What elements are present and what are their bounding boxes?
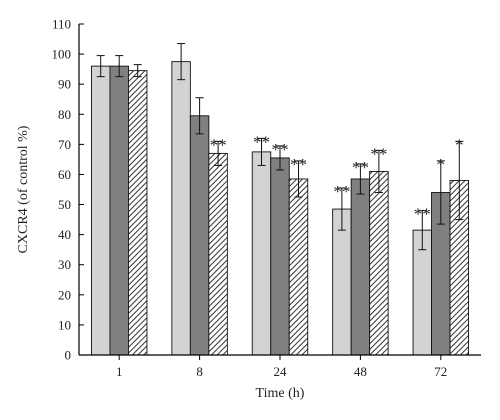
x-tick-label: 8	[196, 364, 203, 379]
y-tick-label: 20	[58, 287, 71, 302]
significance-marker: **	[414, 205, 431, 224]
y-tick-label: 0	[65, 348, 72, 363]
bar	[251, 151, 272, 356]
y-tick-label: 70	[58, 137, 71, 152]
y-tick-label: 40	[58, 227, 71, 242]
significance-marker: **	[290, 155, 307, 174]
y-tick-label: 30	[58, 257, 71, 272]
y-tick-label: 80	[58, 107, 71, 122]
bar	[288, 178, 309, 356]
x-tick-label: 48	[354, 364, 367, 379]
significance-marker: **	[333, 182, 350, 201]
x-tick-label: 1	[116, 364, 123, 379]
y-tick-label: 50	[58, 197, 71, 212]
significance-marker: *	[437, 155, 446, 174]
bar	[189, 115, 210, 356]
x-tick-label: 24	[274, 364, 288, 379]
bar	[171, 61, 191, 356]
bar	[127, 70, 148, 356]
y-axis-title: CXCR4 (of control %)	[16, 125, 31, 253]
y-axis-ticks: 0 10 20 30 40 50 60 70 80 90 100 110	[52, 17, 84, 363]
x-axis-ticks: 1 8 24 48 72	[116, 355, 447, 379]
bar	[350, 178, 371, 356]
bar	[208, 152, 228, 356]
significance-marker: **	[210, 135, 227, 154]
significance-marker: **	[253, 132, 270, 151]
significance-marker: **	[352, 158, 369, 177]
significance-marker: **	[272, 140, 289, 159]
bar	[332, 208, 352, 356]
bar	[270, 157, 290, 356]
y-tick-label: 10	[58, 317, 71, 332]
bar	[369, 170, 389, 356]
x-tick-label: 72	[434, 364, 447, 379]
y-tick-label: 100	[52, 47, 72, 62]
significance-marker: **	[370, 144, 387, 163]
x-axis-title: Time (h)	[256, 386, 305, 401]
y-tick-label: 60	[58, 167, 71, 182]
bar	[109, 65, 129, 356]
plot-marks: ** ** **************	[90, 43, 469, 356]
bar	[90, 65, 111, 356]
y-tick-label: 110	[52, 17, 71, 32]
y-tick-label: 90	[58, 77, 71, 92]
significance-marker: *	[455, 135, 464, 154]
